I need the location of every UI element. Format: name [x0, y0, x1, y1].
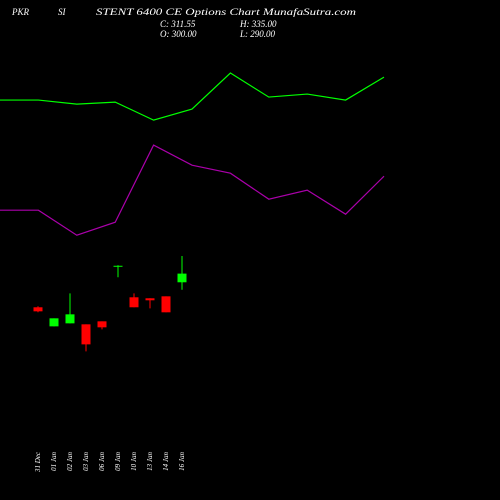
ohlc-text: O: 300.00 [160, 29, 197, 39]
x-tick-label: 01 Jan [50, 452, 58, 471]
indicator-line [0, 144, 385, 236]
candle-body [97, 321, 107, 328]
candle-body [49, 318, 59, 327]
x-tick-label: 10 Jan [130, 452, 138, 471]
x-tick-label: 31 Dec [34, 451, 42, 473]
candle-body [33, 307, 43, 312]
x-tick-label: 13 Jan [146, 452, 154, 471]
chart-title: STENT 6400 CE Options Chart MunafaSutra.… [96, 7, 357, 17]
candle-body [145, 298, 155, 301]
x-tick-label: 02 Jan [66, 452, 74, 471]
indicator-line [0, 72, 385, 121]
candle-body [129, 297, 139, 308]
header-label: SI [58, 7, 67, 17]
x-tick-label: 09 Jan [114, 452, 122, 471]
ohlc-text: L: 290.00 [239, 29, 276, 39]
x-tick-label: 06 Jan [98, 452, 106, 471]
ohlc-text: H: 335.00 [239, 19, 277, 29]
candle-body [113, 265, 123, 267]
candle-body [81, 324, 91, 345]
x-tick-label: 16 Jan [178, 452, 186, 471]
header-label: PKR [11, 7, 30, 17]
x-tick-label: 03 Jan [82, 452, 90, 471]
candle-body [177, 273, 187, 283]
candle-body [161, 296, 171, 313]
ohlc-text: C: 311.55 [160, 19, 196, 29]
x-tick-label: 14 Jan [162, 452, 170, 471]
candle-body [65, 314, 75, 324]
